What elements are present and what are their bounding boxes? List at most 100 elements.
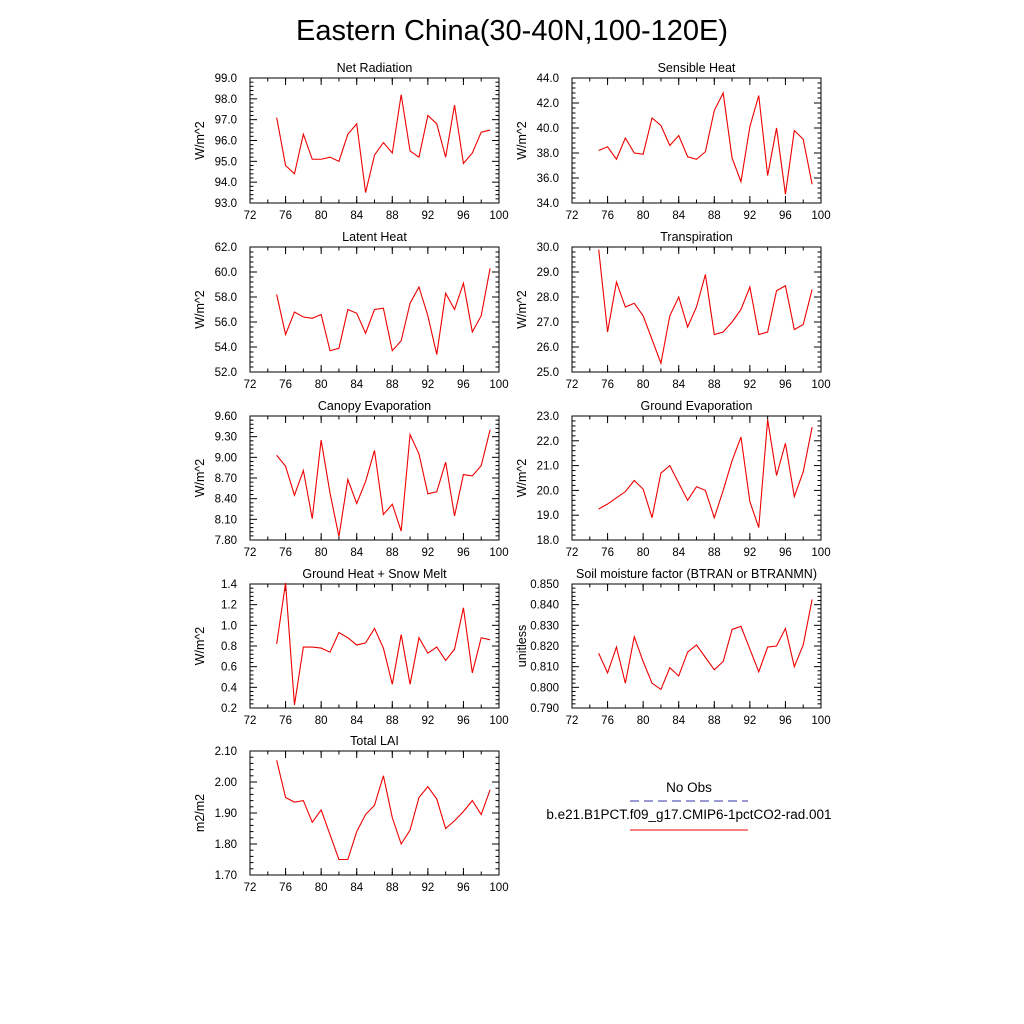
y-axis-label: W/m^2 (515, 290, 529, 329)
panel-title: Ground Evaporation (641, 399, 753, 413)
x-tick-label: 100 (811, 547, 830, 559)
y-tick-label: 22.0 (537, 436, 559, 448)
y-tick-label: 0.6 (221, 662, 237, 674)
plot-frame (249, 77, 500, 204)
y-tick-label: 1.4 (221, 579, 238, 591)
x-tick-label: 84 (350, 882, 363, 894)
y-tick-label: 30.0 (537, 242, 559, 254)
x-tick-label: 100 (811, 210, 830, 222)
x-tick-label: 92 (743, 715, 756, 727)
y-tick-label: 26.0 (537, 342, 559, 354)
x-tick-label: 76 (279, 547, 292, 559)
y-tick-label: 9.60 (215, 411, 237, 423)
x-tick-label: 72 (566, 379, 579, 391)
y-tick-label: 38.0 (537, 148, 559, 160)
x-tick-label: 92 (743, 547, 756, 559)
x-tick-label: 76 (279, 379, 292, 391)
series-line (598, 91, 813, 195)
panel-title: Ground Heat + Snow Melt (302, 567, 447, 581)
x-tick-label: 80 (637, 715, 650, 727)
x-tick-label: 100 (489, 210, 508, 222)
panel-ground-evaporation: Ground Evaporation W/m^2 72 76 80 84 88 92 96 100… (515, 399, 831, 559)
series-line (276, 429, 491, 537)
y-axis-label: W/m^2 (193, 459, 207, 498)
x-tick-label: 76 (601, 715, 614, 727)
y-tick-label: 20.0 (537, 485, 559, 497)
x-tick-label: 76 (601, 547, 614, 559)
x-tick-label: 96 (457, 379, 470, 391)
panel-title: Sensible Heat (658, 61, 736, 75)
x-tick-label: 88 (386, 210, 399, 222)
x-tick-label: 100 (489, 547, 508, 559)
x-tick-label: 72 (244, 882, 257, 894)
y-tick-label: 9.30 (215, 432, 237, 444)
y-axis-label: W/m^2 (515, 459, 529, 498)
x-tick-label: 92 (421, 882, 434, 894)
y-tick-label: 1.90 (215, 808, 237, 820)
panel-title: Net Radiation (337, 61, 413, 75)
y-tick-label: 21.0 (537, 461, 559, 473)
x-tick-label: 76 (279, 882, 292, 894)
y-tick-label: 1.2 (221, 600, 237, 612)
x-tick-label: 76 (601, 210, 614, 222)
series-line (276, 268, 491, 355)
y-tick-label: 94.0 (215, 177, 237, 189)
x-tick-label: 76 (279, 715, 292, 727)
x-tick-label: 72 (566, 210, 579, 222)
y-tick-label: 0.4 (221, 682, 238, 694)
x-tick-label: 92 (743, 210, 756, 222)
y-tick-label: 1.70 (215, 870, 237, 882)
x-tick-label: 80 (315, 210, 328, 222)
x-tick-label: 84 (672, 715, 685, 727)
y-tick-label: 27.0 (537, 317, 559, 329)
x-tick-label: 88 (708, 379, 721, 391)
plot-frame (571, 415, 822, 541)
y-axis-label: unitless (515, 625, 529, 667)
x-tick-label: 84 (350, 547, 363, 559)
series-line (276, 94, 491, 193)
series-line (598, 599, 813, 691)
y-tick-label: 40.0 (537, 123, 559, 135)
x-tick-label: 84 (672, 210, 685, 222)
y-tick-label: 0.830 (530, 620, 559, 632)
x-tick-label: 96 (779, 547, 792, 559)
y-tick-label: 28.0 (537, 292, 559, 304)
x-tick-label: 72 (244, 379, 257, 391)
x-tick-label: 96 (779, 379, 792, 391)
x-tick-label: 88 (386, 379, 399, 391)
y-tick-label: 8.10 (215, 514, 237, 526)
x-tick-label: 84 (672, 547, 685, 559)
panel-transpiration: Transpiration W/m^2 72 76 80 84 88 92 96 100 25.0 2… (515, 230, 831, 391)
x-tick-label: 88 (386, 715, 399, 727)
x-tick-label: 80 (315, 882, 328, 894)
panel-soil-moisture-factor-btran-or-btranmn: Soil moisture factor (BTRAN or BTRANMN) u… (515, 567, 831, 727)
y-tick-label: 0.8 (221, 641, 237, 653)
series-line (598, 419, 813, 528)
x-tick-label: 88 (708, 715, 721, 727)
x-tick-label: 96 (779, 210, 792, 222)
x-tick-label: 76 (601, 379, 614, 391)
x-tick-label: 80 (315, 547, 328, 559)
y-tick-label: 1.0 (221, 620, 237, 632)
y-tick-label: 1.80 (215, 839, 237, 851)
x-tick-label: 100 (489, 379, 508, 391)
y-axis-label: W/m^2 (193, 121, 207, 160)
y-tick-label: 52.0 (215, 367, 237, 379)
panel-title: Total LAI (350, 734, 399, 748)
y-tick-label: 34.0 (537, 198, 559, 210)
y-tick-label: 0.850 (530, 579, 559, 591)
x-tick-label: 92 (743, 379, 756, 391)
x-tick-label: 92 (421, 379, 434, 391)
panel-title: Latent Heat (342, 230, 407, 244)
x-tick-label: 72 (244, 715, 257, 727)
x-tick-label: 84 (350, 715, 363, 727)
page-title: Eastern China(30-40N,100-120E) (296, 15, 728, 47)
x-tick-label: 92 (421, 715, 434, 727)
x-tick-label: 88 (386, 547, 399, 559)
x-tick-label: 72 (566, 715, 579, 727)
y-tick-label: 44.0 (537, 73, 559, 85)
x-tick-label: 92 (421, 547, 434, 559)
x-tick-label: 100 (489, 715, 508, 727)
y-tick-label: 58.0 (215, 292, 237, 304)
